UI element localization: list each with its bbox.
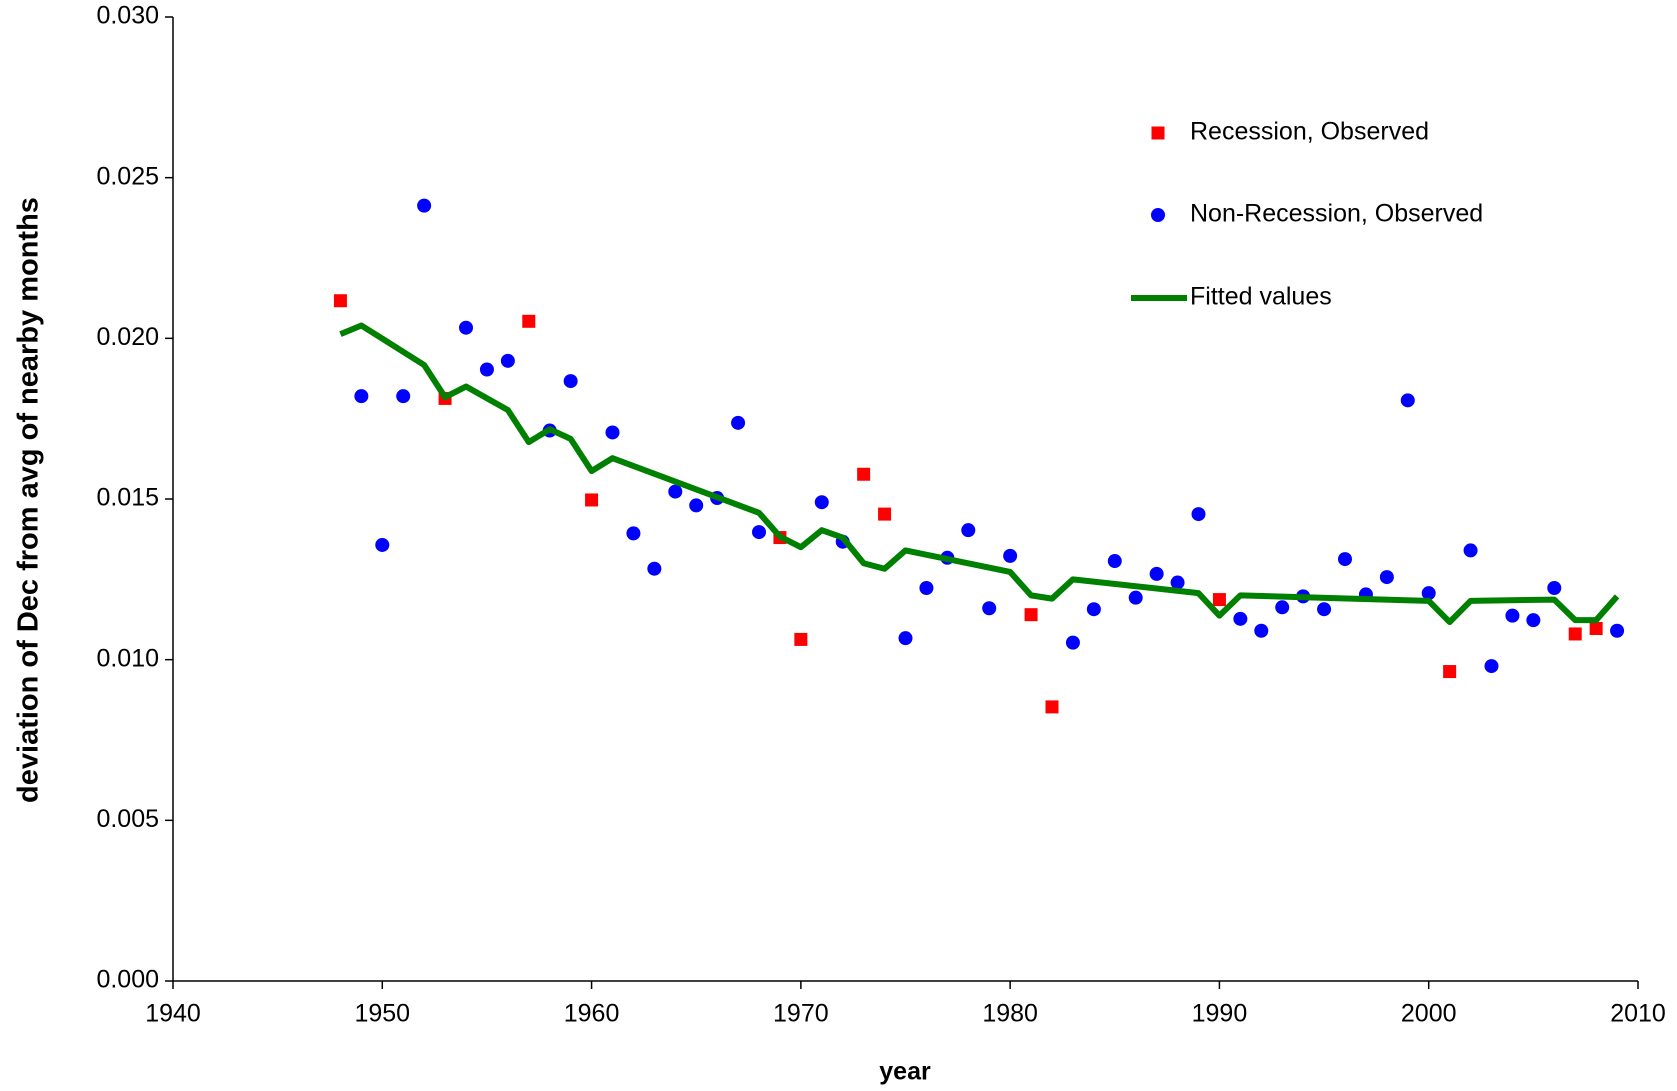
point <box>1024 608 1038 622</box>
y-tick-label: 0.030 <box>96 2 159 30</box>
y-tick-label: 0.015 <box>96 484 159 512</box>
x-tick-label: 1980 <box>982 1000 1038 1028</box>
y-tick-label: 0.010 <box>96 644 159 672</box>
point <box>1045 700 1059 714</box>
point <box>1170 575 1185 590</box>
legend-swatch <box>1151 126 1165 140</box>
point <box>814 495 829 510</box>
point <box>1547 581 1562 596</box>
x-tick-label: 1950 <box>354 1000 410 1028</box>
point <box>1610 623 1625 638</box>
point <box>563 374 578 389</box>
point <box>647 561 662 576</box>
point <box>794 632 808 646</box>
point <box>1400 393 1415 408</box>
point <box>333 294 347 308</box>
point <box>668 484 683 499</box>
point <box>1589 621 1603 635</box>
point <box>1128 590 1143 605</box>
legend-swatch <box>1151 208 1165 222</box>
legend-label: Fitted values <box>1190 283 1332 311</box>
point <box>919 581 934 596</box>
point <box>1003 548 1018 563</box>
point <box>354 389 369 404</box>
point <box>1421 586 1436 601</box>
point <box>1275 600 1290 615</box>
point <box>961 523 976 538</box>
fitted-line <box>339 322 1620 626</box>
point <box>1086 602 1101 617</box>
point <box>1526 613 1541 628</box>
point <box>731 415 746 430</box>
point <box>459 320 473 335</box>
x-tick-label: 2000 <box>1401 1000 1457 1028</box>
point <box>500 353 515 368</box>
point <box>689 498 704 513</box>
legend-label: Recession, Observed <box>1190 118 1429 146</box>
point <box>1149 566 1164 581</box>
point <box>1065 635 1080 650</box>
point <box>1233 611 1248 626</box>
point <box>1463 543 1478 558</box>
point <box>626 526 641 541</box>
y-tick-label: 0.025 <box>96 162 159 190</box>
point <box>982 601 997 616</box>
point <box>752 525 766 540</box>
point <box>1107 554 1122 569</box>
point <box>1254 623 1269 638</box>
x-tick-label: 1940 <box>145 1000 201 1028</box>
point <box>1443 665 1457 679</box>
point <box>1379 570 1394 585</box>
x-axis-title: year <box>879 1058 931 1086</box>
point <box>878 507 892 521</box>
x-tick-label: 1960 <box>564 1000 620 1028</box>
point <box>417 198 432 213</box>
point <box>605 425 620 440</box>
point <box>1484 659 1499 674</box>
x-tick-label: 1970 <box>773 1000 829 1028</box>
y-axis-title: deviation of Dec from avg of nearby mont… <box>13 197 45 803</box>
point <box>396 389 411 404</box>
legend-label: Non-Recession, Observed <box>1190 200 1483 228</box>
point <box>375 537 390 552</box>
point <box>1317 602 1332 617</box>
point <box>522 314 536 328</box>
point <box>1568 627 1582 641</box>
point <box>1191 507 1206 522</box>
point <box>1212 593 1226 607</box>
point <box>479 362 494 377</box>
point <box>1505 608 1520 623</box>
y-tick-label: 0.000 <box>96 966 159 994</box>
x-tick-label: 2010 <box>1610 1000 1666 1028</box>
y-tick-label: 0.020 <box>96 323 159 351</box>
point <box>857 467 871 481</box>
point <box>898 631 913 646</box>
y-tick-label: 0.005 <box>96 805 159 833</box>
point <box>585 493 599 507</box>
point <box>1338 552 1352 567</box>
x-tick-label: 1990 <box>1192 1000 1248 1028</box>
